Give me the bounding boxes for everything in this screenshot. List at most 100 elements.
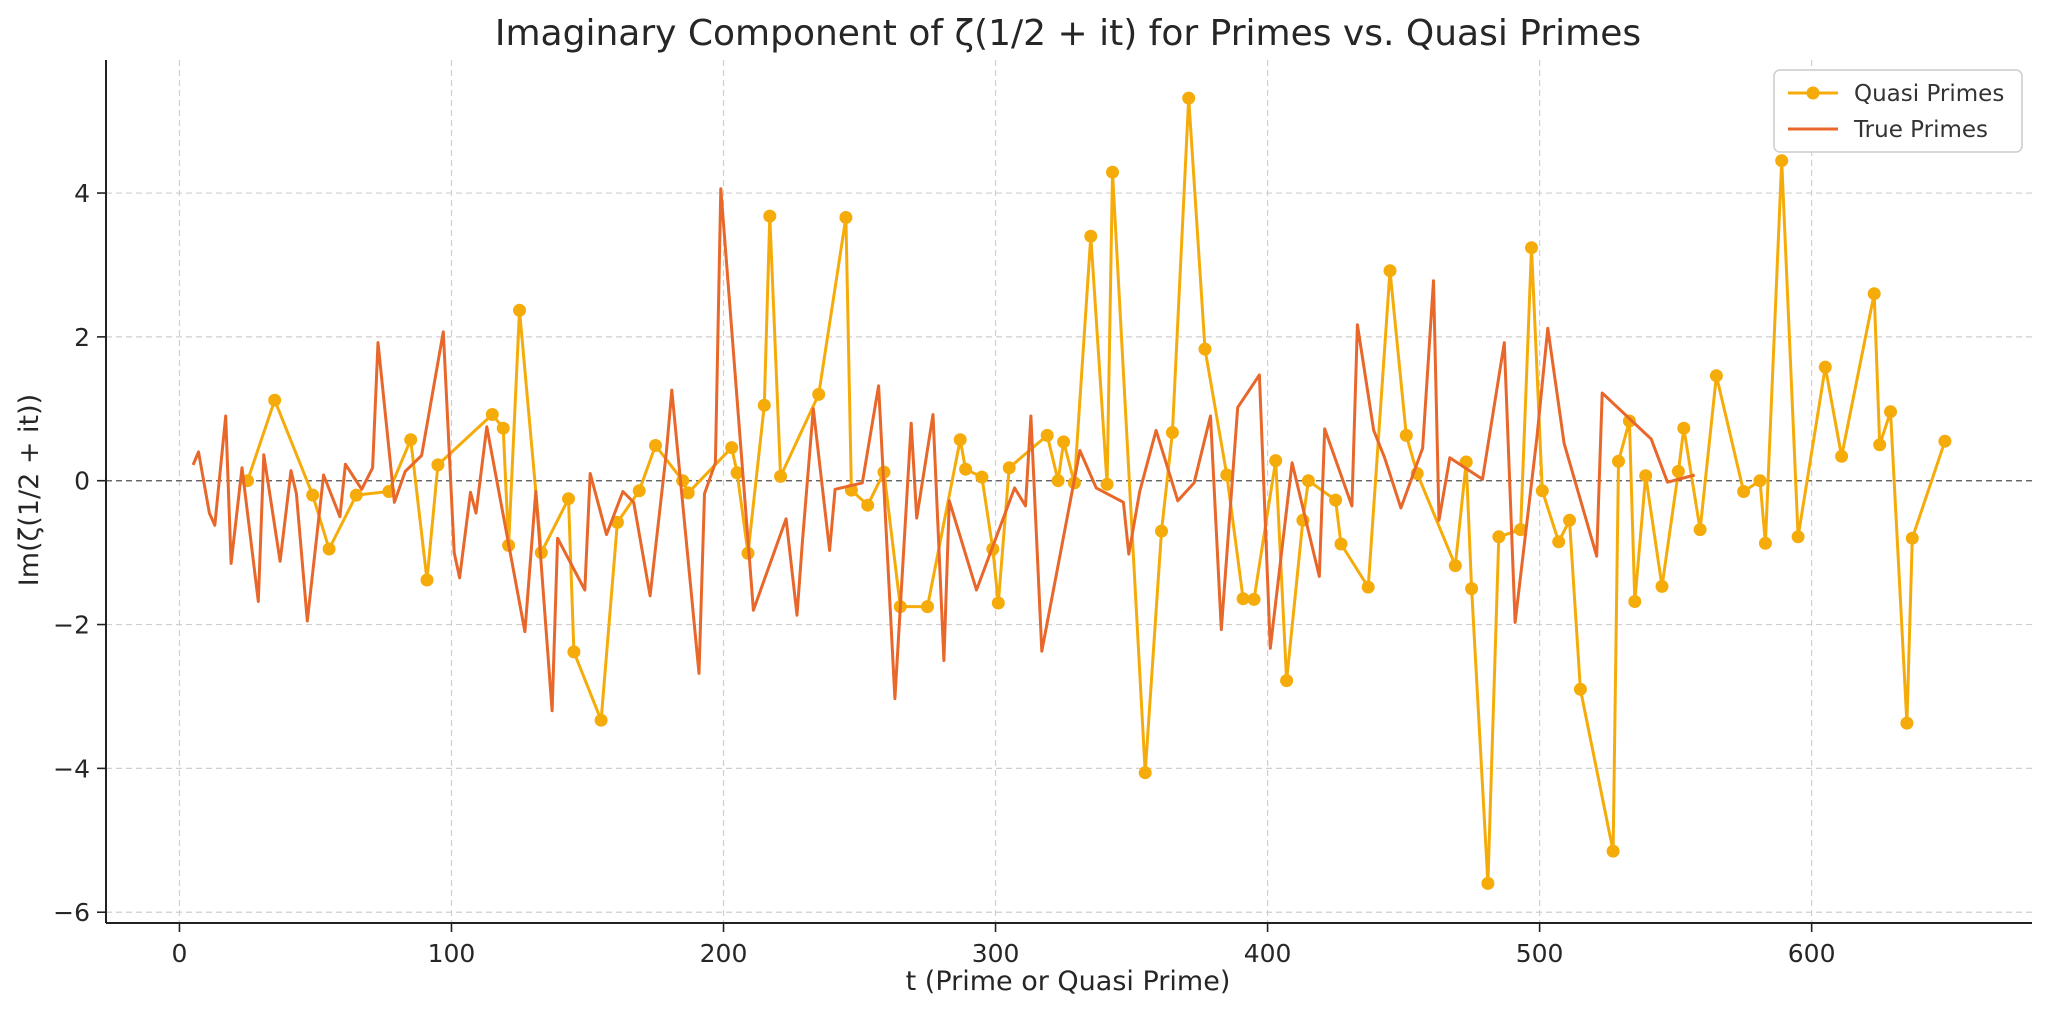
data-point-quasi-primes (1612, 454, 1625, 468)
data-point-quasi-primes (306, 488, 320, 502)
y-tick-label: −6 (53, 898, 90, 927)
data-point-quasi-primes (1775, 154, 1789, 168)
data-point-quasi-primes (1040, 428, 1054, 442)
data-point-quasi-primes (991, 596, 1005, 610)
data-point-quasi-primes (1269, 454, 1283, 468)
legend-box (1773, 69, 2023, 153)
data-point-quasi-primes (649, 439, 662, 452)
data-point-quasi-primes (763, 209, 777, 223)
data-point-quasi-primes (861, 498, 875, 512)
legend-label-quasi-primes: Quasi Primes (1854, 81, 2004, 107)
data-point-quasi-primes (1535, 484, 1549, 498)
data-point-quasi-primes (1051, 474, 1065, 488)
ticks: 0 100 200 300 400 500 600 −6 −4 −2 0 2 4 (53, 179, 1835, 968)
data-point-quasi-primes (1301, 474, 1315, 488)
data-point-quasi-primes (1709, 369, 1723, 383)
data-point-quasi-primes (632, 484, 646, 498)
y-tick-label: −4 (53, 754, 90, 783)
data-point-quasi-primes (1639, 469, 1653, 483)
data-point-quasi-primes (1334, 537, 1348, 551)
y-tick-label: 2 (74, 323, 90, 352)
data-point-quasi-primes (975, 470, 989, 484)
data-point-quasi-primes (1791, 530, 1805, 544)
data-point-quasi-primes (959, 462, 973, 476)
data-point-quasi-primes (496, 421, 510, 435)
x-tick-label: 600 (1788, 939, 1836, 968)
data-point-quasi-primes (594, 713, 608, 727)
data-point-quasi-primes (1525, 241, 1538, 255)
data-point-quasi-primes (1236, 592, 1250, 606)
series-line-true-primes (191, 187, 1696, 713)
data-point-quasi-primes (1247, 592, 1261, 606)
data-point-quasi-primes (322, 542, 336, 556)
data-point-quasi-primes (730, 466, 744, 480)
data-point-quasi-primes (513, 303, 526, 317)
data-point-quasi-primes (681, 486, 695, 500)
data-point-quasi-primes (1938, 434, 1952, 448)
data-point-quasi-primes (404, 433, 418, 447)
data-point-quasi-primes (1084, 229, 1098, 243)
data-point-quasi-primes (1737, 485, 1751, 498)
data-point-quasi-primes (774, 469, 788, 483)
data-point-quasi-primes (1165, 426, 1179, 439)
data-point-quasi-primes (1106, 165, 1119, 179)
data-point-quasi-primes (921, 600, 934, 614)
data-point-quasi-primes (349, 488, 363, 502)
data-point-quasi-primes (1905, 531, 1919, 545)
data-point-quasi-primes (485, 408, 499, 421)
data-point-quasi-primes (1563, 513, 1576, 527)
data-point-quasi-primes (562, 492, 575, 506)
data-point-quasi-primes (1867, 287, 1881, 301)
legend-marker-quasi-primes (1806, 86, 1820, 100)
data-point-quasi-primes (1514, 523, 1528, 537)
data-point-quasi-primes (1481, 876, 1495, 890)
axes (105, 60, 2032, 924)
y-tick-label: 4 (74, 179, 90, 208)
data-point-quasi-primes (1361, 580, 1375, 594)
data-point-quasi-primes (1100, 477, 1114, 491)
data-point-quasi-primes (431, 458, 445, 472)
x-tick-label: 300 (972, 939, 1020, 968)
data-point-quasi-primes (725, 441, 739, 455)
data-point-quasi-primes (1671, 464, 1685, 478)
data-point-quasi-primes (1900, 716, 1914, 730)
data-point-quasi-primes (1835, 449, 1849, 463)
data-point-quasi-primes (757, 398, 771, 412)
data-point-quasi-primes (812, 387, 826, 401)
data-point-quasi-primes (1492, 530, 1506, 544)
data-point-quasi-primes (1383, 264, 1397, 278)
data-point-quasi-primes (1220, 468, 1234, 482)
data-point-quasi-primes (1182, 91, 1196, 105)
data-point-quasi-primes (1399, 428, 1413, 442)
chart-title: Imaginary Component of ζ(1/2 + it) for P… (495, 13, 1641, 54)
data-point-quasi-primes (1753, 474, 1767, 488)
plot-area (191, 91, 1952, 890)
y-tick-label: 0 (74, 467, 90, 496)
data-point-quasi-primes (1002, 461, 1016, 475)
data-point-quasi-primes (567, 645, 581, 659)
data-point-quasi-primes (420, 573, 434, 587)
data-point-quasi-primes (1606, 844, 1620, 858)
y-tick-label: −2 (53, 611, 90, 640)
data-point-quasi-primes (610, 515, 624, 529)
data-point-quasi-primes (1693, 523, 1707, 537)
data-point-quasi-primes (1677, 421, 1691, 435)
data-point-quasi-primes (1155, 524, 1168, 538)
data-point-quasi-primes (839, 211, 853, 224)
data-point-quasi-primes (1758, 536, 1772, 550)
data-point-quasi-primes (1884, 405, 1897, 419)
data-point-quasi-primes (1329, 493, 1343, 507)
data-point-quasi-primes (268, 393, 282, 407)
data-point-quasi-primes (1465, 582, 1479, 596)
data-point-quasi-primes (1573, 682, 1587, 696)
legend-label-true-primes: True Primes (1853, 117, 1988, 143)
x-tick-label: 500 (1516, 939, 1564, 968)
series-line-quasi-primes (246, 96, 1947, 885)
data-point-quasi-primes (1873, 438, 1887, 452)
data-point-quasi-primes (1198, 342, 1212, 356)
x-axis-label: t (Prime or Quasi Prime) (906, 966, 1231, 997)
y-axis-label: Im(ζ(1/2 + it)) (14, 394, 45, 586)
x-tick-label: 100 (428, 939, 476, 968)
x-tick-label: 200 (700, 939, 748, 968)
